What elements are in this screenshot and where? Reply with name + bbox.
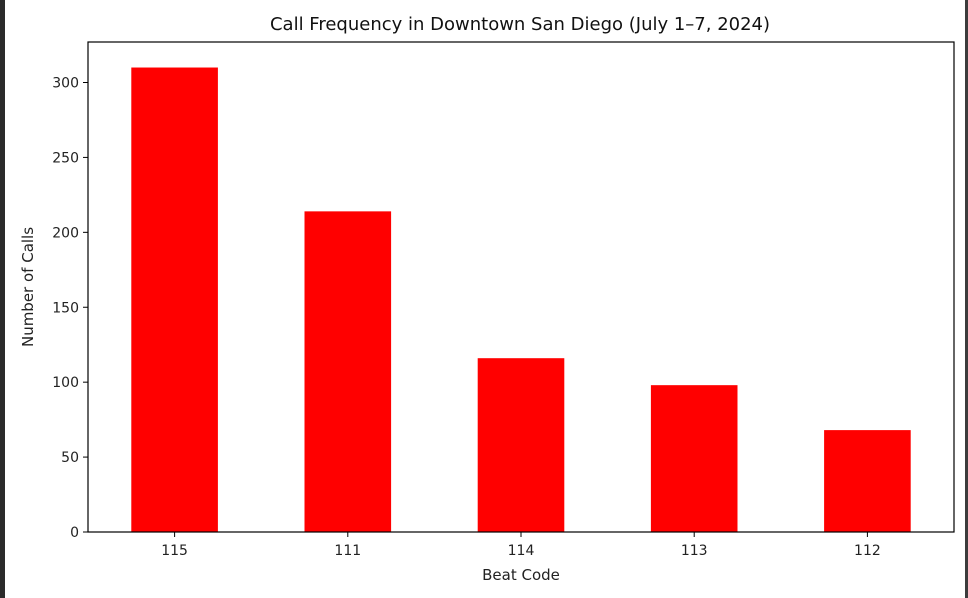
y-tick-label-300: 300 [52,76,79,92]
x-tick-label-112: 112 [854,543,881,559]
x-tick-label-113: 113 [681,543,708,559]
y-tick-label-50: 50 [61,450,79,466]
bar-114 [477,358,565,532]
x-tick-label-111: 111 [334,543,361,559]
y-tick-label-200: 200 [52,225,79,241]
bar-111 [304,211,392,532]
plot-frame [87,41,955,533]
window-left-edge [0,0,5,598]
y-axis-title: Number of Calls [19,227,37,347]
y-tick-label-0: 0 [70,525,79,541]
x-tick-label-114: 114 [508,543,535,559]
y-tick-label-150: 150 [52,300,79,316]
y-axis: 0 50 100 150 200 250 300 [52,76,88,541]
bar-113 [650,385,738,532]
chart-title: Call Frequency in Downtown San Diego (Ju… [270,14,770,35]
bars-group [131,67,911,533]
x-tick-label-115: 115 [161,543,188,559]
y-tick-label-100: 100 [52,375,79,391]
bar-115 [131,67,218,533]
window-right-edge [965,0,968,598]
y-tick-label-250: 250 [52,150,79,166]
bar-112 [824,430,911,532]
x-axis: 115 111 114 113 112 [161,532,881,559]
x-axis-title: Beat Code [482,566,560,584]
